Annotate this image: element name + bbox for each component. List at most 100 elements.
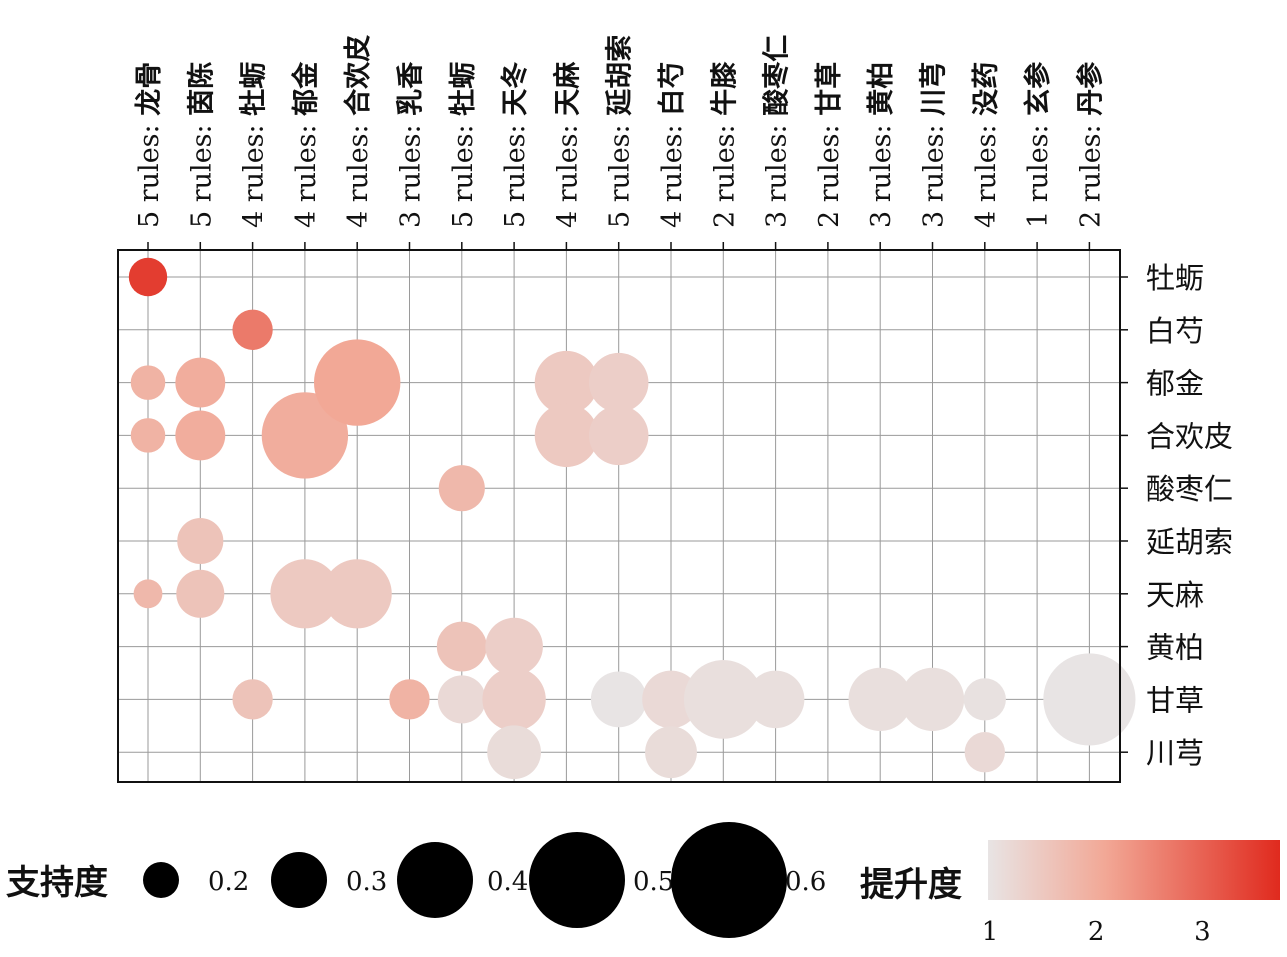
legends: 支持度 0.2 0.3 0.4 0.5 0.6 提升度 1 2 3: [6, 822, 1280, 947]
row-label: 牡蛎: [1146, 261, 1204, 295]
column-rule-count: 4: [291, 202, 322, 228]
bubble: [964, 732, 1005, 773]
column-label: 4 rules: 天麻: [552, 61, 583, 228]
size-legend-circle: [271, 852, 327, 908]
column-rules-word: rules:: [500, 116, 531, 202]
color-legend-tick-label: 2: [1088, 917, 1105, 947]
column-label: 2 rules: 牛膝: [709, 61, 740, 228]
column-rules-word: rules:: [1075, 116, 1106, 202]
column-label: 5 rules: 天冬: [499, 62, 531, 228]
column-item: 白芍: [656, 62, 688, 116]
bubble: [130, 418, 166, 453]
column-label: 4 rules: 白芍: [656, 62, 688, 228]
column-item: 合欢皮: [342, 35, 374, 116]
column-rule-count: 3: [866, 202, 897, 228]
column-label: 5 rules: 茵陈: [185, 62, 217, 228]
column-rule-count: 3: [396, 202, 427, 228]
size-legend-label: 0.6: [785, 867, 826, 897]
column-item: 酸枣仁: [762, 35, 793, 116]
column-label: 1 rules: 玄参: [1022, 62, 1054, 228]
column-rule-count: 3: [919, 202, 950, 228]
size-legend-label: 0.5: [633, 867, 674, 897]
bubble: [389, 679, 430, 720]
column-rule-count: 4: [552, 202, 583, 228]
column-rule-count: 2: [1075, 202, 1106, 228]
column-label: 4 rules: 牡蛎: [239, 62, 270, 228]
column-rules-word: rules:: [291, 116, 322, 202]
column-rules-word: rules:: [239, 116, 270, 202]
column-rules-word: rules:: [186, 116, 217, 202]
column-rule-count: 4: [239, 202, 270, 228]
column-rule-count: 5: [448, 202, 479, 228]
column-rule-count: 5: [500, 202, 531, 228]
column-rule-count: 2: [814, 202, 845, 228]
size-legend-label: 0.2: [208, 867, 249, 897]
column-label: 3 rules: 酸枣仁: [762, 35, 793, 228]
column-rules-word: rules:: [971, 116, 1002, 202]
bubble: [485, 617, 543, 676]
bubble: [534, 350, 599, 415]
bubble: [746, 670, 805, 729]
column-rule-count: 5: [605, 202, 636, 228]
column-rule-count: 5: [186, 202, 217, 228]
bubble: [482, 667, 546, 732]
bubble: [534, 403, 599, 468]
bubble: [437, 675, 486, 724]
bubble: [177, 517, 224, 565]
column-label: 4 rules: 没药: [971, 62, 1002, 228]
column-item: 天麻: [552, 61, 583, 116]
bubble: [133, 579, 163, 609]
color-legend-ticks: 1 2 3: [982, 917, 1211, 947]
column-label: 3 rules: 乳香: [396, 62, 427, 228]
bubble: [128, 257, 168, 297]
bubble: [683, 660, 763, 739]
row-label: 天麻: [1146, 578, 1204, 612]
color-legend-bar: [988, 840, 1280, 900]
row-label: 合欢皮: [1146, 419, 1233, 453]
row-label: 川芎: [1146, 736, 1204, 770]
color-legend-tick-label: 3: [1194, 917, 1211, 947]
size-legend-title: 支持度: [6, 863, 108, 903]
column-labels: 5 rules: 龙骨5 rules: 茵陈4 rules: 牡蛎4 rules…: [134, 35, 1106, 228]
bubble: [314, 339, 401, 426]
column-rules-word: rules:: [134, 116, 165, 202]
column-item: 牡蛎: [448, 62, 479, 116]
column-label: 5 rules: 牡蛎: [448, 62, 479, 228]
bubble: [175, 410, 226, 461]
column-label: 3 rules: 黄柏: [866, 62, 897, 228]
row-label: 白芍: [1146, 314, 1204, 348]
column-item: 牛膝: [709, 61, 740, 116]
column-rules-word: rules:: [814, 116, 845, 202]
column-rules-word: rules:: [448, 116, 479, 202]
size-legend-circle: [529, 832, 625, 928]
bubble: [232, 679, 273, 720]
row-label: 黄柏: [1146, 631, 1204, 665]
column-item: 丹参: [1074, 62, 1106, 116]
column-rules-word: rules:: [866, 116, 897, 202]
size-legend-circle: [671, 822, 787, 938]
column-item: 没药: [971, 62, 1002, 116]
column-label: 5 rules: 延胡索: [605, 35, 636, 228]
column-rules-word: rules:: [657, 116, 688, 202]
column-rules-word: rules:: [605, 116, 636, 202]
column-label: 3 rules: 川芎: [919, 62, 950, 228]
row-label: 甘草: [1146, 683, 1204, 717]
bubble: [963, 678, 1006, 721]
bubble: [176, 569, 225, 618]
column-label: 2 rules: 丹参: [1074, 62, 1106, 228]
size-legend-label: 0.3: [346, 867, 387, 897]
bubble: [645, 726, 697, 779]
column-item: 川芎: [919, 62, 950, 116]
column-item: 乳香: [396, 62, 427, 116]
bubble: [900, 667, 965, 732]
bubble: [588, 352, 649, 413]
bubble: [175, 357, 226, 408]
size-legend-circle: [397, 842, 473, 918]
bubble: [436, 621, 487, 672]
bubble: [642, 670, 700, 729]
column-label: 4 rules: 郁金: [290, 61, 322, 228]
bubble: [130, 365, 166, 400]
plot-frame: [117, 249, 1121, 783]
